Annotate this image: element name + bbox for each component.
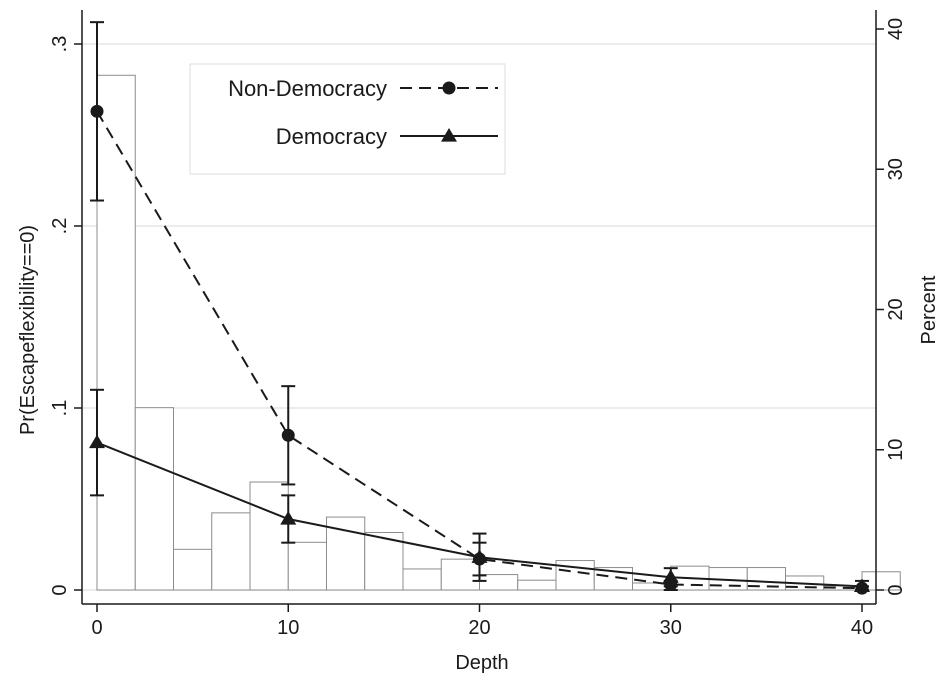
- y-left-tick-label: 0: [49, 584, 71, 595]
- legend-box: [189, 63, 506, 175]
- x-tick-label: 10: [277, 617, 299, 639]
- y-axis-left-title: Pr(Escapeflexibility==0): [17, 225, 39, 435]
- histogram-bar: [479, 574, 519, 591]
- histogram-bar: [134, 407, 174, 591]
- democracy-point: [662, 569, 679, 583]
- histogram-bar: [364, 531, 404, 591]
- non-democracy-point: [90, 104, 104, 118]
- y-right-tick-label: 10: [885, 439, 907, 461]
- non-democracy-point: [281, 428, 295, 442]
- y-right-tick-label: 40: [885, 18, 907, 40]
- x-tick-label: 20: [468, 617, 490, 639]
- legend-label-non-democracy: Non-Democracy: [228, 76, 387, 101]
- x-tick-label: 0: [91, 617, 102, 639]
- democracy-point: [854, 578, 870, 592]
- democracy-point: [280, 511, 297, 525]
- y-left-tick-label: .2: [49, 218, 71, 235]
- legend-marker-non-democracy: [442, 81, 456, 95]
- histogram-bar: [287, 541, 327, 591]
- y-right-tick-label: 30: [885, 158, 907, 180]
- y-axis-right-title: Percent: [918, 275, 940, 344]
- x-tick-label: 30: [660, 617, 682, 639]
- histogram-bar: [517, 579, 557, 591]
- y-left-tick-label: .1: [49, 400, 71, 417]
- legend-marker-democracy: [441, 128, 457, 142]
- histogram-bar: [402, 568, 442, 591]
- non-democracy-line: [96, 110, 863, 590]
- histogram-bar: [249, 481, 289, 591]
- y-left-tick-label: .3: [49, 36, 71, 53]
- histogram-bar: [211, 512, 251, 591]
- histogram-bar: [173, 548, 213, 591]
- democracy-point: [471, 549, 488, 563]
- y-right-tick-label: 20: [885, 298, 907, 320]
- histogram: [96, 74, 901, 591]
- democracy-point: [89, 434, 105, 449]
- legend: Non-Democracy Democracy: [189, 63, 506, 175]
- y-right-tick-label: 0: [885, 584, 907, 595]
- legend-label-democracy: Democracy: [276, 124, 387, 149]
- series: [89, 21, 870, 595]
- x-tick-label: 40: [851, 617, 873, 639]
- axes: 0 10 20 30 40 0 .1 .2 .3 0 10 20 30 40: [49, 10, 907, 639]
- x-axis-title: Depth: [455, 652, 508, 674]
- histogram-bar: [96, 74, 136, 591]
